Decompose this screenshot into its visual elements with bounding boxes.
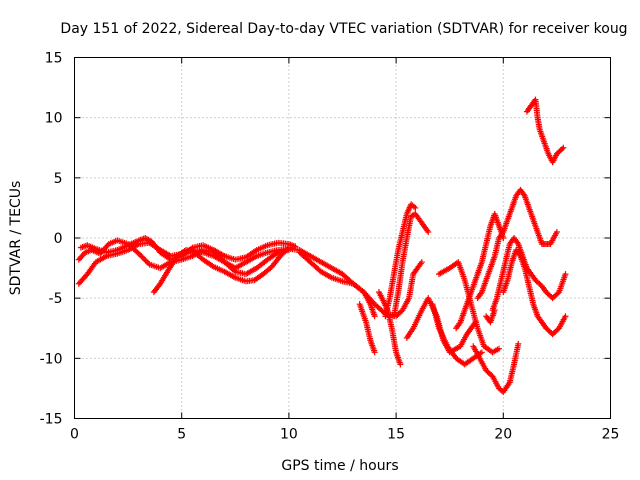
data-point (145, 260, 152, 267)
x-tick-label: 20 (494, 427, 512, 443)
series-t8 (382, 201, 419, 320)
series-t16 (489, 235, 569, 314)
x-tick-label: 5 (177, 427, 186, 443)
data-point (371, 349, 378, 356)
y-tick-label: -15 (40, 412, 63, 428)
data-point (284, 245, 291, 252)
data-point (560, 144, 567, 151)
series-t18 (483, 307, 498, 326)
series-t13 (453, 210, 507, 332)
data-point (425, 228, 432, 235)
y-tick-label: 0 (54, 231, 63, 247)
chart-title: Day 151 of 2022, Sidereal Day-to-day VTE… (60, 21, 627, 37)
series-t3 (75, 237, 292, 278)
y-tick-label: -10 (40, 351, 63, 367)
series-t11 (429, 301, 485, 368)
y-tick-label: 15 (45, 51, 63, 67)
data-point (397, 361, 404, 368)
y-tick-label: 10 (45, 111, 63, 127)
data-marks (75, 96, 569, 396)
series-t14 (470, 340, 522, 396)
data-point (491, 307, 498, 314)
x-tick-label: 10 (280, 427, 298, 443)
data-point (554, 290, 561, 297)
data-point (143, 258, 150, 265)
data-point (141, 256, 148, 263)
x-tick-label: 25 (602, 427, 620, 443)
series-t4 (150, 244, 292, 296)
data-point (562, 271, 569, 278)
series-t19 (523, 96, 567, 166)
series-t9 (390, 210, 432, 320)
y-tick-label: 5 (54, 171, 63, 187)
x-tick-label: 15 (387, 427, 405, 443)
data-point (478, 349, 485, 356)
data-point (230, 267, 237, 274)
grid (74, 57, 611, 419)
data-point (418, 259, 425, 266)
data-point (138, 253, 145, 260)
x-tick-label: 0 (70, 427, 79, 443)
data-point (553, 228, 560, 235)
data-point (135, 250, 142, 257)
data-point (371, 313, 378, 320)
data-point (559, 145, 566, 152)
data-point (515, 340, 522, 347)
series-t15 (474, 186, 560, 302)
y-tick-label: -5 (49, 291, 63, 307)
ticks: 0 5 10 15 20 25 -15 -10 -5 0 5 10 15 (40, 51, 620, 443)
data-point (496, 345, 503, 352)
data-point (142, 257, 149, 264)
data-point (562, 313, 569, 320)
data-point (137, 251, 144, 258)
data-point (285, 244, 292, 251)
data-point (139, 254, 146, 261)
data-point (412, 204, 419, 211)
series-t6 (356, 301, 378, 356)
x-axis-label: GPS time / hours (281, 458, 398, 474)
y-axis-label: SDTVAR / TECUs (8, 181, 24, 296)
series-t17 (500, 247, 569, 338)
series-t5 (296, 249, 425, 320)
data-point (292, 243, 299, 250)
